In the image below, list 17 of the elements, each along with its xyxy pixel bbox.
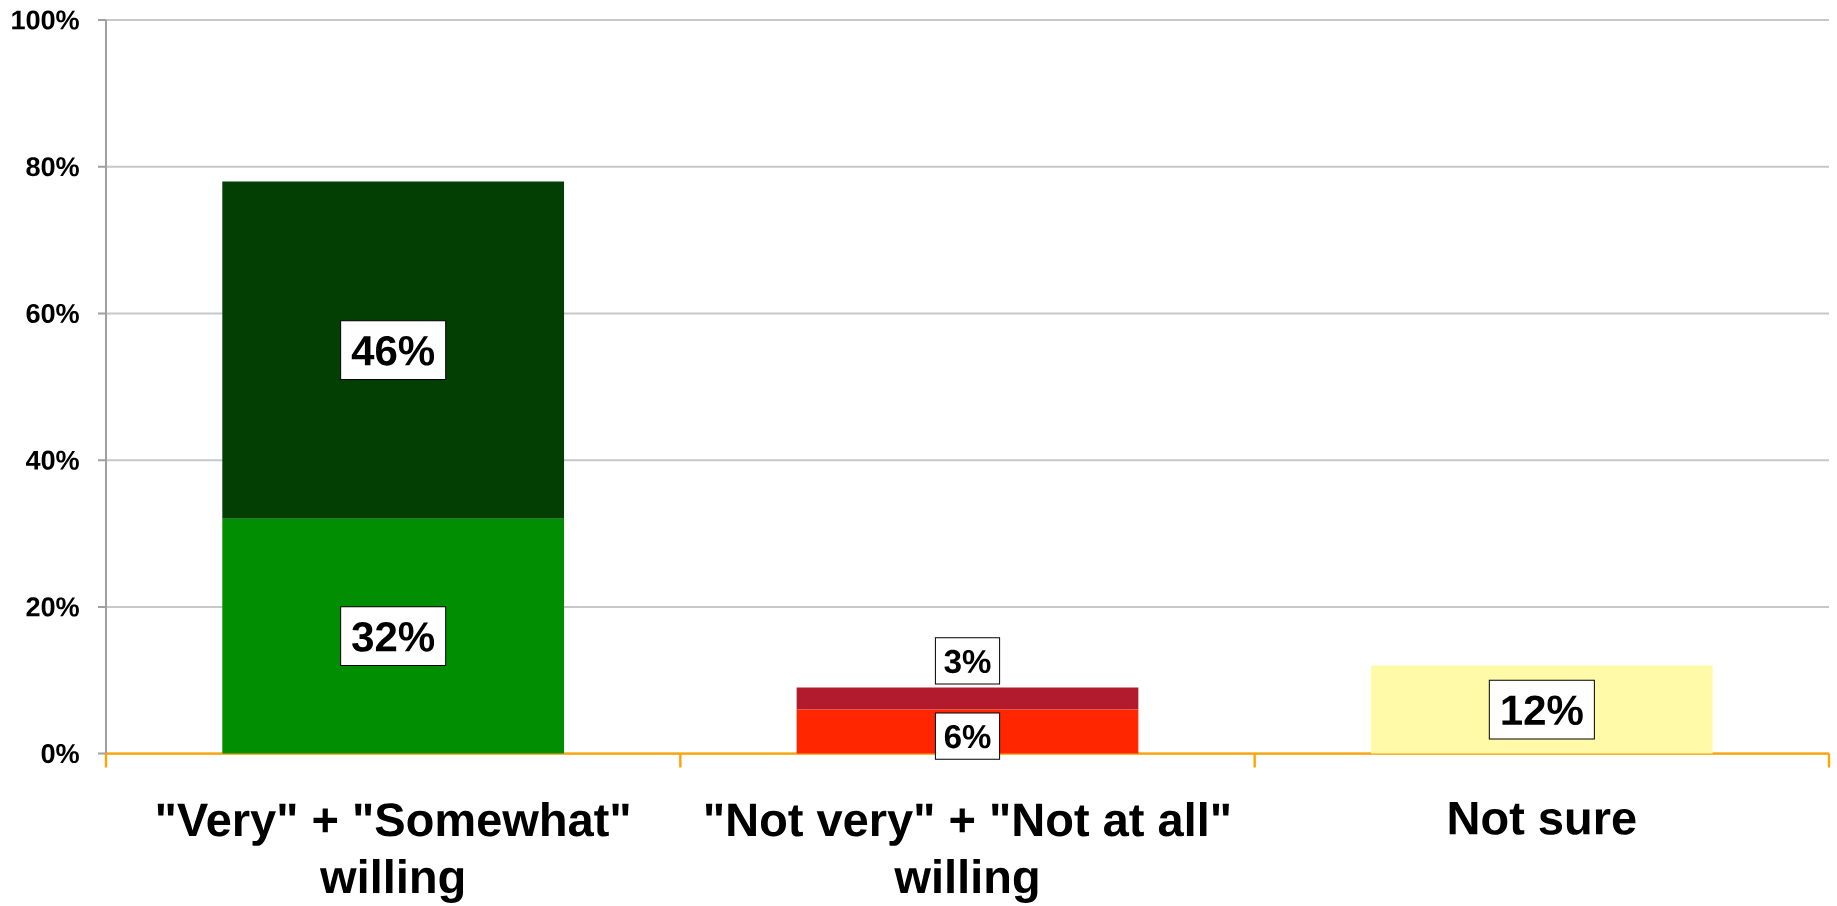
x-tick-label: "Not very" + "Not at all" willing bbox=[705, 802, 1229, 903]
bar bbox=[222, 181, 565, 519]
data-label: 3% bbox=[944, 649, 991, 674]
y-tick-label: 100% bbox=[12, 10, 79, 30]
bar bbox=[796, 687, 1139, 710]
data-label: 12% bbox=[1502, 695, 1583, 726]
data-label: 32% bbox=[352, 622, 435, 652]
bar bbox=[222, 518, 565, 754]
y-tick-label: 20% bbox=[26, 597, 79, 617]
y-tick-label: 40% bbox=[25, 450, 79, 470]
y-tick-label: 0% bbox=[41, 744, 79, 764]
data-label: 46% bbox=[351, 335, 435, 366]
data-label: 6% bbox=[944, 725, 991, 749]
y-tick-label: 60% bbox=[26, 303, 79, 323]
x-tick-label: Not sure bbox=[1449, 802, 1636, 835]
x-tick-label: "Very" + "Somewhat" willing bbox=[157, 802, 629, 903]
y-tick-label: 80% bbox=[26, 157, 79, 177]
